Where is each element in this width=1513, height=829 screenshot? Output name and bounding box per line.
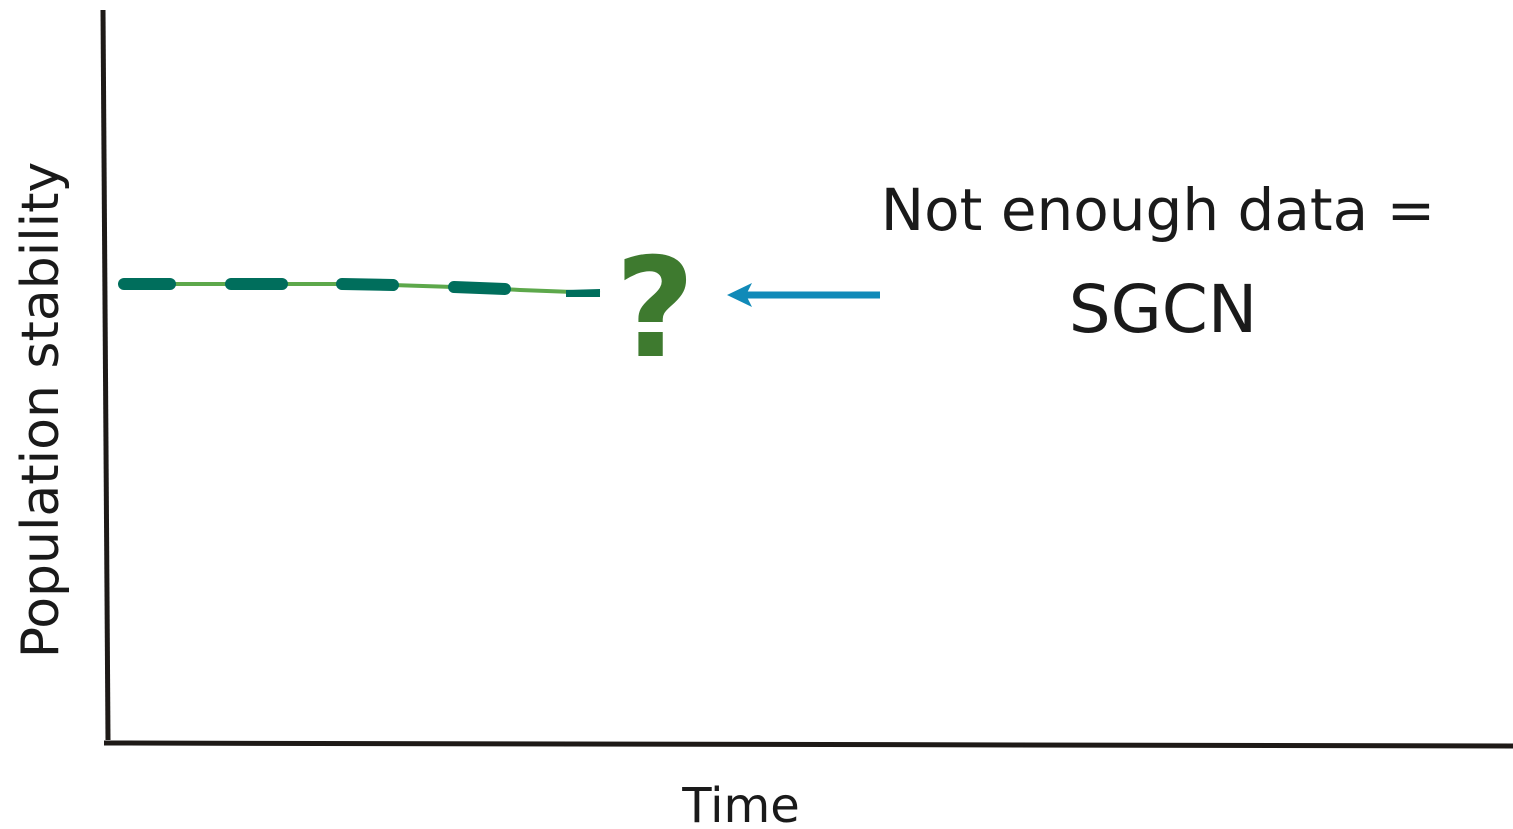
arrow-head [727,283,752,307]
left-arrow-icon [727,283,880,307]
trend-dash [336,278,399,291]
annotation-line-2: SGCN [1069,271,1258,348]
trend-dash [566,289,600,297]
x-axis [103,740,1513,749]
trend-line-dashes [118,278,600,297]
annotation-line-1: Not enough data = [881,176,1435,244]
y-axis-label: Population stability [11,162,71,659]
x-axis-label: Time [681,778,799,829]
question-mark: ? [615,228,695,389]
trend-dash [448,281,511,295]
y-axis [100,9,111,741]
